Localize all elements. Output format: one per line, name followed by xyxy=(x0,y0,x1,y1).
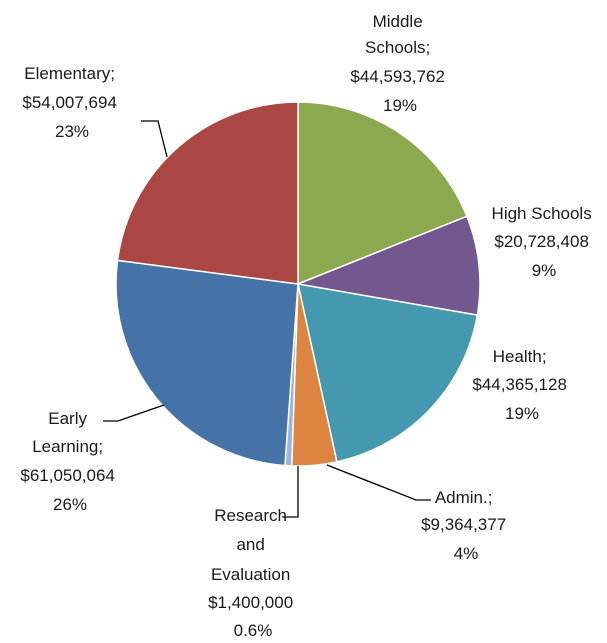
leader-line-admin xyxy=(326,464,431,501)
label-middle-value: $44,593,762 xyxy=(350,67,445,86)
label-elementary-percent: 23% xyxy=(55,122,89,141)
label-middle-line2: Schools; xyxy=(365,38,430,57)
leader-line-research xyxy=(282,466,299,518)
label-admin: Admin.; $9,364,377 4% xyxy=(421,488,511,563)
label-admin-percent: 4% xyxy=(454,544,479,563)
label-admin-line1: Admin.; xyxy=(435,488,493,507)
pie-slice-middle-schools xyxy=(297,101,468,286)
label-middle-line1: Middle xyxy=(373,12,423,31)
pie-slice-early-learning xyxy=(115,259,299,467)
pie-slice-elementary xyxy=(116,101,299,285)
label-middle-percent: 19% xyxy=(383,96,417,115)
label-health-percent: 19% xyxy=(505,404,539,423)
label-admin-value: $9,364,377 xyxy=(421,515,506,534)
label-elementary-value: $54,007,694 xyxy=(22,93,117,112)
pie-slice-health xyxy=(297,283,479,463)
label-research-value: $1,400,000 xyxy=(208,593,293,612)
label-research-line1: Research xyxy=(214,506,287,525)
pie-slice-high-schools xyxy=(295,215,481,317)
label-research-line3: Evaluation xyxy=(211,565,290,584)
label-elementary: Elementary; $54,007,694 23% xyxy=(22,64,121,141)
label-elementary-line1: Elementary; xyxy=(24,64,115,83)
label-research-line2: and xyxy=(236,535,264,554)
label-middle-schools: Middle Schools; $44,593,762 19% xyxy=(350,12,449,115)
label-health-value: $44,365,128 xyxy=(472,375,567,394)
label-early-line1: Early xyxy=(48,409,87,428)
label-research-percent: 0.6% xyxy=(234,621,273,640)
label-high-value: $20,728,408 xyxy=(494,232,589,251)
pie-slices xyxy=(115,101,481,467)
leader-line-elementary xyxy=(141,120,168,158)
label-early-value: $61,050,064 xyxy=(20,466,115,485)
label-early-line2: Learning; xyxy=(32,437,103,456)
label-health-line1: Health; xyxy=(493,347,547,366)
label-early-percent: 26% xyxy=(53,495,87,514)
label-high-percent: 9% xyxy=(532,261,557,280)
label-high-schools: High Schools $20,728,408 9% xyxy=(492,204,597,280)
label-health: Health; $44,365,128 19% xyxy=(472,347,571,423)
leader-line-early xyxy=(103,404,165,422)
label-research-evaluation: Research and Evaluation $1,400,000 0.6% xyxy=(208,506,298,640)
label-high-line1: High Schools xyxy=(492,204,592,223)
label-early-learning: Early Learning; $61,050,064 26% xyxy=(20,409,119,514)
